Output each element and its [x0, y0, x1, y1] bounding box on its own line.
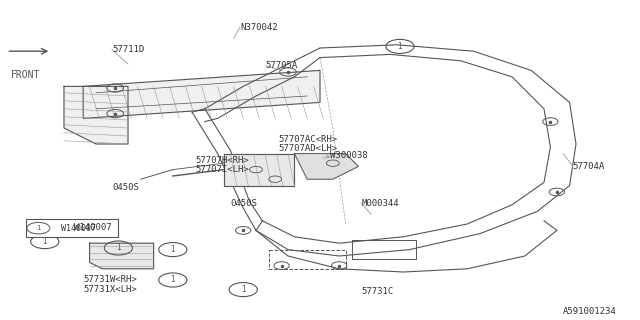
Text: 1: 1 — [36, 225, 41, 231]
Text: 1: 1 — [116, 244, 121, 252]
Text: N370042: N370042 — [240, 23, 278, 32]
Text: 57707AD<LH>: 57707AD<LH> — [278, 144, 337, 153]
Text: W140007: W140007 — [74, 223, 111, 232]
Text: 57707I<LH>: 57707I<LH> — [195, 165, 249, 174]
Text: M000344: M000344 — [362, 199, 399, 208]
Text: 57731C: 57731C — [362, 287, 394, 296]
Text: 57707AC<RH>: 57707AC<RH> — [278, 135, 337, 144]
Text: 57704A: 57704A — [573, 162, 605, 171]
Text: 1: 1 — [42, 237, 47, 246]
Polygon shape — [64, 86, 128, 144]
Text: 57731W<RH>: 57731W<RH> — [83, 276, 137, 284]
Text: 1: 1 — [397, 42, 403, 51]
Text: 1: 1 — [170, 245, 175, 254]
Polygon shape — [83, 70, 320, 118]
Text: 0450S: 0450S — [230, 199, 257, 208]
Text: 57705A: 57705A — [266, 61, 298, 70]
Bar — [26, 219, 118, 237]
Text: 57731X<LH>: 57731X<LH> — [83, 285, 137, 294]
Text: 1: 1 — [241, 285, 246, 294]
Text: 1: 1 — [170, 276, 175, 284]
Text: FRONT: FRONT — [11, 70, 40, 80]
Text: W300038: W300038 — [330, 151, 367, 160]
Polygon shape — [224, 154, 294, 186]
Text: 0450S: 0450S — [112, 183, 139, 192]
Text: 57711D: 57711D — [112, 45, 144, 54]
Text: A591001234: A591001234 — [563, 308, 617, 316]
Text: W140007: W140007 — [61, 224, 96, 233]
Polygon shape — [90, 243, 154, 269]
Text: 57707H<RH>: 57707H<RH> — [195, 156, 249, 164]
Polygon shape — [294, 154, 358, 179]
